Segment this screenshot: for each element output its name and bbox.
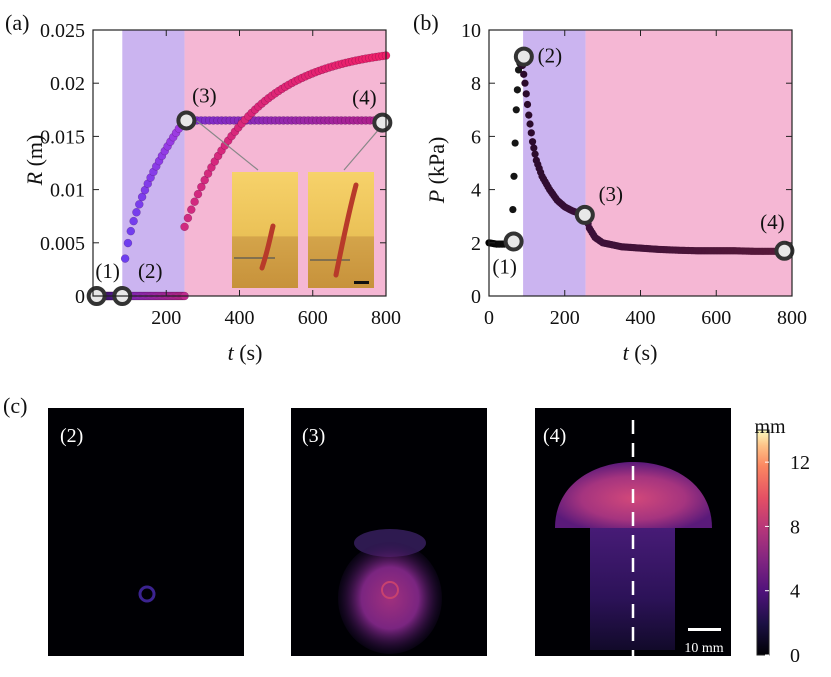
x-tick-label: 200 [550,307,580,329]
chart-a: (1) (2) (3) (4) 200 400 600 800 0 0.005 0.01 0.015… [22,20,401,365]
state-marker-label: (2) [538,44,563,68]
panel-label-c: (c) [3,393,27,418]
data-point [520,70,528,78]
state-marker [774,240,795,261]
y-tick-label: 0 [75,286,85,308]
data-point [123,238,133,248]
data-point [512,106,520,114]
state-marker [574,204,595,225]
colorbar: mm 0 4 8 12 [754,416,810,667]
data-point [521,79,529,87]
data-point [523,100,532,109]
y-tick-label: 2 [471,233,481,255]
image-panel-2: (2) [48,408,244,656]
inset-images [196,120,387,288]
data-point [525,111,533,119]
x-tick-label: 800 [777,307,807,329]
data-point [180,222,189,232]
data-point [183,213,193,223]
state-marker-label: (1) [492,254,517,278]
y-tick-label: 0.015 [40,126,85,148]
data-point [129,216,138,226]
shaded-region [523,30,586,296]
data-point [528,138,537,146]
data-point [135,200,144,209]
data-point [120,254,130,263]
state-marker [513,46,534,67]
x-tick-label: 0 [484,307,494,329]
data-point [526,120,534,128]
y-tick-label: 6 [471,126,481,148]
scale-bar-label: 10 mm [684,641,723,656]
x-tick-label: 600 [701,307,731,329]
x-axis-label-b: t (s) [623,340,658,365]
state-marker [176,110,197,131]
data-point [126,226,136,236]
y-tick-label: 0.02 [50,73,85,95]
x-tick-label: 400 [626,307,656,329]
panel-label-b: (b) [413,10,439,35]
y-tick-label: 0.005 [40,233,85,255]
data-point [522,90,530,98]
data-point [137,192,147,202]
state-marker [503,231,524,252]
data-point [197,182,206,192]
data-point [513,86,522,94]
colorbar-tick-label: 8 [790,516,800,538]
y-tick-label: 0 [471,286,481,308]
shaded-region [585,30,792,296]
chart-b: (1) (2) (3) (4) 0 200 400 600 800 0 2 4 6 8 10 P (kPa… [424,20,807,365]
y-tick-label: 4 [471,180,481,202]
data-point [531,150,539,158]
shaded-region [122,30,185,296]
colorbar-tick-label: 4 [790,581,800,603]
colorbar-unit: mm [754,416,786,438]
inset-image-3 [232,172,298,288]
data-point [510,172,518,180]
state-marker-label: (4) [352,86,377,110]
x-tick-label: 600 [298,307,328,329]
colorbar-tick-label: 12 [790,452,810,474]
state-marker-label: (3) [599,182,624,206]
state-marker-label: (3) [192,83,217,107]
data-point [193,189,203,199]
x-tick-label: 400 [225,307,255,329]
colorbar-tick-label: 0 [790,645,800,667]
data-point [509,205,517,214]
data-point [530,144,538,152]
state-marker [372,112,393,133]
data-point [527,129,535,137]
y-tick-label: 8 [471,73,481,95]
scale-bar [688,628,721,631]
x-tick-label: 800 [371,307,401,329]
image-panel-3: (3) [291,408,487,656]
state-marker-label: (2) [138,259,163,283]
y-tick-label: 0.025 [40,20,85,42]
y-axis-label-a: R (m) [22,135,47,187]
x-axis-label-a: t (s) [228,340,263,365]
inset-image-4 [308,172,374,288]
data-point [200,175,209,185]
data-point [511,139,519,147]
image-panel-4: 10 mm (4) [535,408,731,656]
state-marker-label: (4) [760,210,785,234]
y-tick-label: 0.01 [50,180,85,202]
y-tick-label: 10 [461,20,481,42]
data-point [190,197,199,206]
data-point [203,169,213,178]
image-label-4: (4) [543,425,566,447]
data-point [187,205,196,214]
data-point [132,208,141,217]
state-marker-label: (1) [95,259,120,283]
x-tick-label: 200 [151,307,181,329]
panel-label-a: (a) [5,10,29,35]
y-axis-label-b: P (kPa) [424,137,449,205]
image-label-3: (3) [302,425,325,447]
inset-scale-bar [354,281,369,284]
image-label-2: (2) [60,425,83,447]
